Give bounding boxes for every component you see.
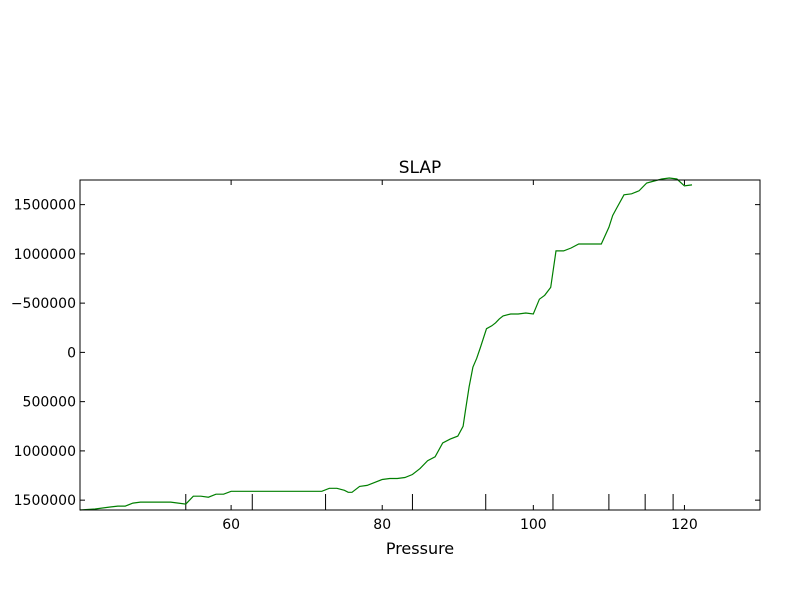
- y-tick-label: 1500000: [14, 493, 76, 509]
- y-tick-label: 0: [67, 345, 76, 361]
- plot-frame: [79, 179, 761, 511]
- y-tick-label: 1500000: [14, 198, 76, 214]
- y-tick-label: 1000000: [14, 247, 76, 263]
- y-axis: 1500000 1000000 500000 0 −500000 1000000 15000…: [11, 198, 760, 509]
- data-series-line: [79, 177, 693, 511]
- vertical-marker-lines: [185, 494, 674, 510]
- x-axis: 60 80 100 120: [222, 180, 698, 533]
- x-tick-label: 100: [520, 517, 547, 533]
- y-tick-label: −500000: [11, 296, 76, 312]
- x-tick-label: 80: [373, 517, 391, 533]
- y-tick-label: 1000000: [14, 444, 76, 460]
- x-tick-label: 120: [671, 517, 698, 533]
- x-tick-label: 60: [222, 517, 240, 533]
- chart-title: SLAP: [399, 158, 442, 178]
- x-axis-label: Pressure: [386, 539, 454, 558]
- y-tick-label: 500000: [23, 395, 76, 411]
